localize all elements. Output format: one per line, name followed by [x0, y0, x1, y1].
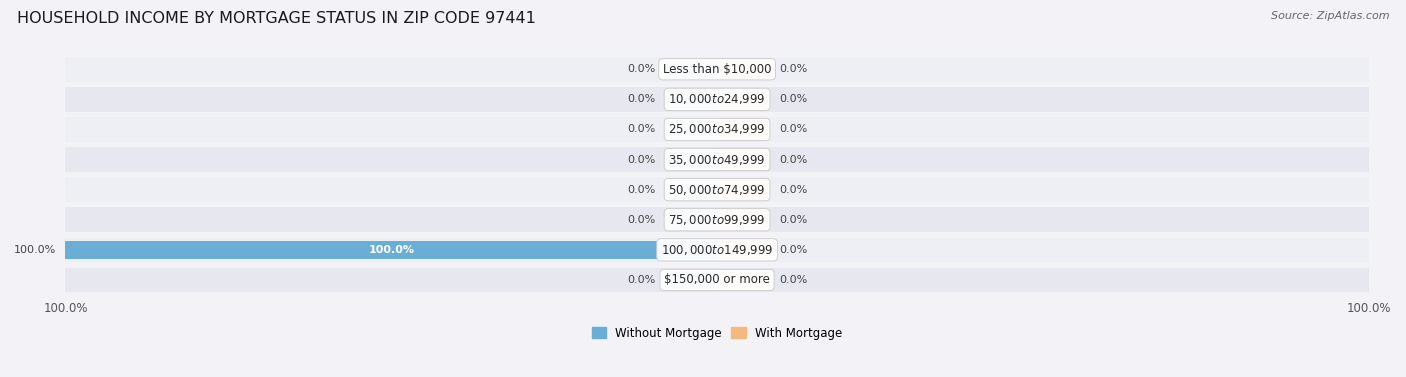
- Bar: [717, 180, 769, 199]
- Text: 0.0%: 0.0%: [627, 215, 655, 225]
- Bar: [717, 241, 769, 259]
- Bar: [66, 207, 1369, 232]
- Text: $10,000 to $24,999: $10,000 to $24,999: [668, 92, 766, 106]
- Text: $150,000 or more: $150,000 or more: [664, 273, 770, 287]
- Bar: [66, 268, 1369, 292]
- Bar: [665, 120, 717, 139]
- Bar: [717, 60, 769, 78]
- Bar: [717, 271, 769, 289]
- Text: Source: ZipAtlas.com: Source: ZipAtlas.com: [1271, 11, 1389, 21]
- Text: $75,000 to $99,999: $75,000 to $99,999: [668, 213, 766, 227]
- Bar: [66, 238, 1369, 262]
- Bar: [665, 210, 717, 229]
- Text: 0.0%: 0.0%: [779, 275, 807, 285]
- Bar: [66, 57, 1369, 81]
- Text: 0.0%: 0.0%: [779, 155, 807, 164]
- Text: 0.0%: 0.0%: [627, 94, 655, 104]
- Bar: [717, 150, 769, 169]
- Bar: [66, 241, 717, 259]
- Bar: [665, 90, 717, 109]
- Text: 0.0%: 0.0%: [779, 245, 807, 255]
- Text: 0.0%: 0.0%: [627, 155, 655, 164]
- Text: 0.0%: 0.0%: [627, 124, 655, 135]
- Text: $35,000 to $49,999: $35,000 to $49,999: [668, 153, 766, 167]
- Bar: [66, 177, 1369, 202]
- Text: 0.0%: 0.0%: [627, 275, 655, 285]
- Bar: [665, 60, 717, 78]
- Legend: Without Mortgage, With Mortgage: Without Mortgage, With Mortgage: [588, 322, 846, 344]
- Bar: [717, 90, 769, 109]
- Text: $100,000 to $149,999: $100,000 to $149,999: [661, 243, 773, 257]
- Text: 0.0%: 0.0%: [779, 185, 807, 195]
- Bar: [66, 147, 1369, 172]
- Bar: [66, 87, 1369, 112]
- Text: 0.0%: 0.0%: [627, 64, 655, 74]
- Text: 0.0%: 0.0%: [779, 64, 807, 74]
- Text: $50,000 to $74,999: $50,000 to $74,999: [668, 182, 766, 197]
- Text: 0.0%: 0.0%: [779, 215, 807, 225]
- Bar: [665, 180, 717, 199]
- Text: $25,000 to $34,999: $25,000 to $34,999: [668, 123, 766, 136]
- Bar: [66, 117, 1369, 142]
- Text: 0.0%: 0.0%: [779, 94, 807, 104]
- Text: 100.0%: 100.0%: [368, 245, 415, 255]
- Bar: [665, 150, 717, 169]
- Bar: [665, 271, 717, 289]
- Text: HOUSEHOLD INCOME BY MORTGAGE STATUS IN ZIP CODE 97441: HOUSEHOLD INCOME BY MORTGAGE STATUS IN Z…: [17, 11, 536, 26]
- Bar: [717, 210, 769, 229]
- Text: 100.0%: 100.0%: [14, 245, 56, 255]
- Text: Less than $10,000: Less than $10,000: [662, 63, 772, 76]
- Text: 0.0%: 0.0%: [779, 124, 807, 135]
- Text: 0.0%: 0.0%: [627, 185, 655, 195]
- Bar: [717, 120, 769, 139]
